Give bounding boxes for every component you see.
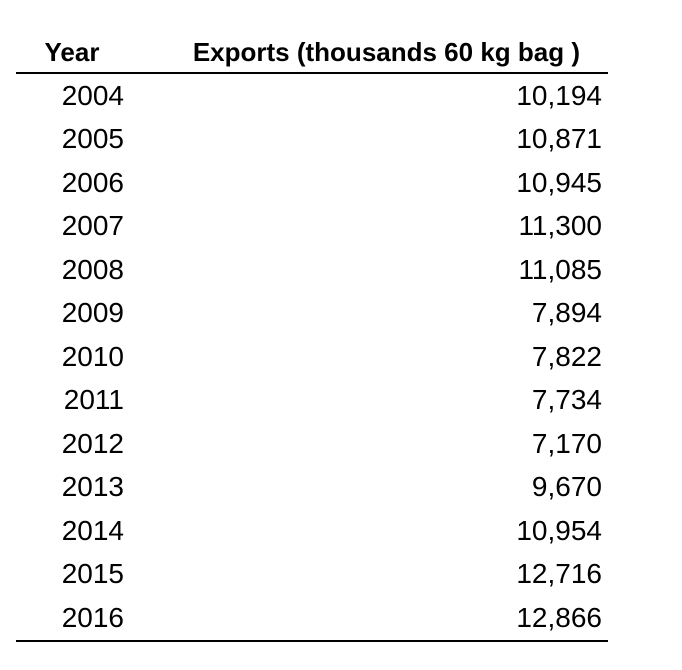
cell-year: 2005 (61, 123, 124, 155)
table-row: 2013 9,670 (16, 466, 608, 510)
exports-table-container: Year Exports (thousands 60 kg bag ) 2004… (16, 32, 608, 642)
table-row: 2014 10,954 (16, 509, 608, 553)
cell-year: 2011 (63, 384, 124, 416)
cell-year: 2006 (61, 166, 124, 198)
cell-exports: 11,300 (518, 210, 602, 242)
cell-exports: 7,822 (531, 340, 602, 372)
cell-year: 2008 (61, 253, 124, 285)
table-body: 2004 10,194 2005 10,871 2006 10,945 2007 11,300… (16, 73, 608, 642)
cell-exports: 10,945 (516, 166, 602, 198)
cell-exports: 7,734 (531, 384, 602, 416)
table-row: 2009 7,894 (16, 292, 608, 336)
cell-exports: 11,085 (518, 253, 602, 285)
table-row: 2004 10,194 (16, 73, 608, 118)
header-exports: Exports (thousands 60 kg bag ) (128, 32, 608, 74)
cell-exports: 7,894 (531, 297, 602, 329)
cell-year: 2009 (61, 297, 124, 329)
table-row: 2016 12,866 (16, 596, 608, 642)
table-row: 2010 7,822 (16, 335, 608, 379)
table-row: 2007 11,300 (16, 205, 608, 249)
table-row: 2006 10,945 (16, 161, 608, 205)
table-row: 2012 7,170 (16, 422, 608, 466)
table-row: 2005 10,871 (16, 118, 608, 162)
cell-year: 2012 (61, 427, 124, 459)
cell-exports: 7,170 (531, 427, 602, 459)
table-row: 2008 11,085 (16, 248, 608, 292)
table-header-row: Year Exports (thousands 60 kg bag ) (16, 32, 608, 74)
cell-year: 2004 (61, 79, 124, 111)
cell-year: 2014 (61, 514, 124, 546)
cell-year: 2007 (61, 210, 124, 242)
cell-year: 2016 (16, 596, 128, 642)
exports-table: Year Exports (thousands 60 kg bag ) 2004… (16, 32, 608, 642)
header-year: Year (16, 32, 128, 74)
cell-exports: 10,954 (516, 514, 602, 546)
cell-exports: 10,194 (516, 79, 602, 111)
cell-exports: 9,670 (531, 471, 602, 503)
table-row: 2015 12,716 (16, 553, 608, 597)
cell-year: 2010 (61, 340, 124, 372)
cell-exports: 10,871 (516, 123, 602, 155)
cell-year: 2015 (61, 558, 124, 590)
cell-exports: 12,716 (516, 558, 602, 590)
cell-year: 2013 (61, 471, 124, 503)
cell-exports: 12,866 (128, 596, 608, 642)
table-row: 2011 7,734 (16, 379, 608, 423)
